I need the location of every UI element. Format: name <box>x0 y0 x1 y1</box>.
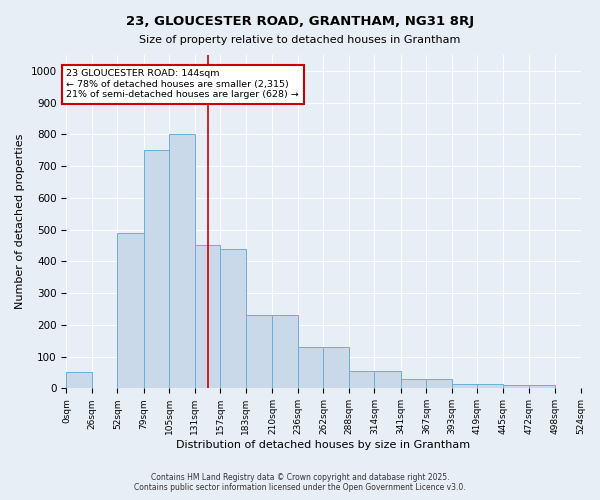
Bar <box>298 347 323 389</box>
Bar <box>529 385 555 388</box>
Text: 23 GLOUCESTER ROAD: 144sqm
← 78% of detached houses are smaller (2,315)
21% of s: 23 GLOUCESTER ROAD: 144sqm ← 78% of deta… <box>67 70 299 99</box>
Bar <box>67 372 92 388</box>
Bar <box>374 371 401 388</box>
Bar <box>503 385 529 388</box>
Text: Contains HM Land Registry data © Crown copyright and database right 2025.
Contai: Contains HM Land Registry data © Crown c… <box>134 472 466 492</box>
Y-axis label: Number of detached properties: Number of detached properties <box>15 134 25 310</box>
Bar <box>349 371 374 388</box>
Bar <box>169 134 195 388</box>
Bar <box>323 347 349 389</box>
Text: 23, GLOUCESTER ROAD, GRANTHAM, NG31 8RJ: 23, GLOUCESTER ROAD, GRANTHAM, NG31 8RJ <box>126 15 474 28</box>
Bar <box>401 379 427 388</box>
Text: Size of property relative to detached houses in Grantham: Size of property relative to detached ho… <box>139 35 461 45</box>
Bar <box>144 150 169 388</box>
Bar <box>452 384 478 388</box>
Bar <box>478 384 503 388</box>
Bar <box>272 316 298 388</box>
Bar <box>195 246 220 388</box>
Bar <box>220 248 246 388</box>
Bar <box>427 379 452 388</box>
Bar <box>118 233 144 388</box>
X-axis label: Distribution of detached houses by size in Grantham: Distribution of detached houses by size … <box>176 440 470 450</box>
Bar <box>246 316 272 388</box>
